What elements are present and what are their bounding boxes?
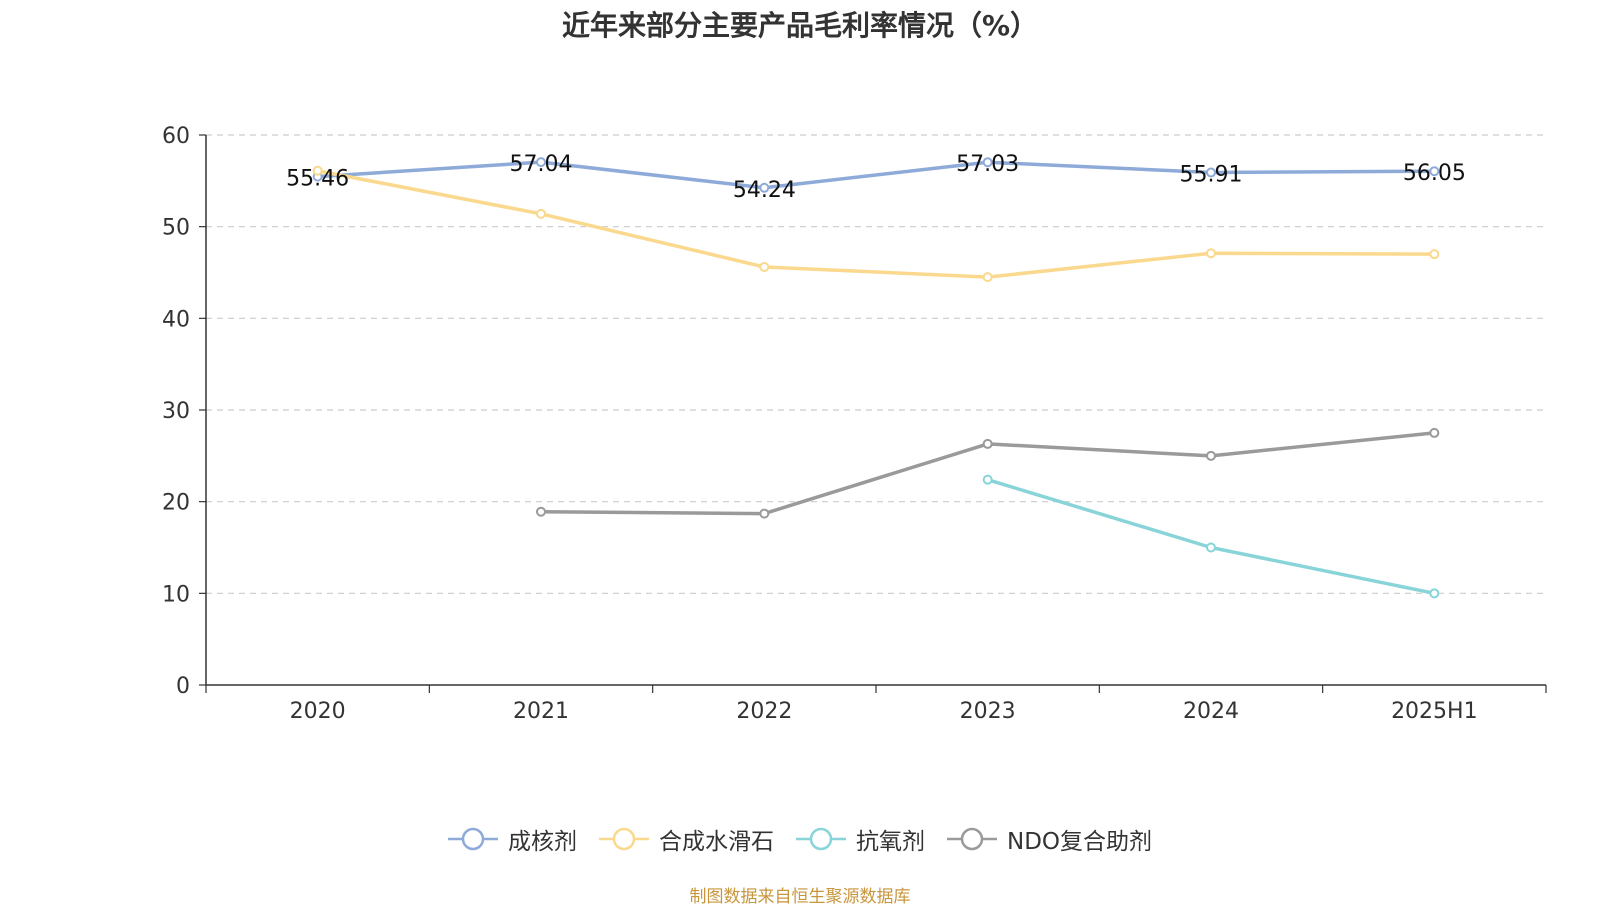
data-point [1429, 166, 1440, 177]
legend-label: 合成水滑石 [658, 829, 774, 855]
data-label: 55.91 [1180, 162, 1243, 187]
data-point [536, 506, 546, 517]
series-line-1 [317, 169, 1435, 279]
data-point [759, 508, 770, 519]
data-point [312, 165, 323, 176]
legend: 成核剂 合成水滑石 抗氧剂 NDO复合助剂 [0, 822, 1600, 856]
data-label: 57.03 [956, 152, 1019, 177]
x-tick-label: 2023 [960, 699, 1016, 724]
chart-title: 近年来部分主要产品毛利率情况（%） [561, 9, 1039, 42]
source-note: 制图数据来自恒生聚源数据库 [689, 887, 911, 907]
data-point [982, 474, 993, 485]
data-point [759, 262, 770, 272]
y-tick-label: 40 [162, 307, 190, 332]
legend-line-circle-icon [795, 827, 846, 851]
x-tick-label: 2025H1 [1391, 699, 1478, 724]
y-tick-label: 0 [176, 674, 190, 699]
legend-item[interactable]: 成核剂 [447, 822, 577, 856]
x-tick-label: 2021 [513, 699, 569, 724]
data-point [982, 272, 993, 283]
data-point [1206, 450, 1216, 461]
data-label: 56.05 [1403, 161, 1466, 186]
data-label: 55.46 [286, 167, 349, 192]
legend-circle [960, 827, 984, 851]
data-point [1206, 248, 1216, 259]
x-tick-label: 2022 [736, 699, 792, 724]
legend-line-circle-icon [946, 827, 997, 851]
legend-label: 成核剂 [507, 829, 577, 855]
y-tick-label: 10 [162, 582, 190, 607]
legend-line-circle-icon [447, 827, 498, 851]
data-point [536, 157, 546, 168]
series-line-2 [987, 477, 1435, 596]
data-point [1206, 167, 1216, 178]
x-tick-label: 2024 [1183, 699, 1239, 724]
data-point [759, 182, 770, 193]
data-point [1429, 249, 1440, 260]
data-label: 54.24 [733, 178, 796, 203]
data-point [1206, 542, 1216, 553]
y-tick-label: 30 [162, 399, 190, 424]
data-point [1429, 427, 1440, 438]
x-tick-label: 2020 [290, 699, 346, 724]
legend-circle [461, 827, 485, 851]
data-label: 57.04 [510, 152, 573, 177]
y-tick-label: 50 [162, 216, 190, 241]
legend-item[interactable]: NDO复合助剂 [946, 822, 1153, 856]
legend-line-circle-icon [598, 827, 649, 851]
legend-circle [612, 827, 636, 851]
data-point [1429, 588, 1440, 599]
data-point [536, 208, 546, 219]
y-tick-label: 60 [162, 124, 190, 149]
legend-label: NDO复合助剂 [1006, 829, 1153, 855]
legend-item[interactable]: 合成水滑石 [598, 822, 774, 856]
y-tick-label: 20 [162, 491, 190, 516]
data-point [982, 438, 993, 449]
data-point [982, 157, 993, 168]
legend-item[interactable]: 抗氧剂 [795, 822, 925, 856]
legend-circle [809, 827, 833, 851]
legend-label: 抗氧剂 [855, 829, 925, 855]
series-line-0 [317, 160, 1435, 190]
